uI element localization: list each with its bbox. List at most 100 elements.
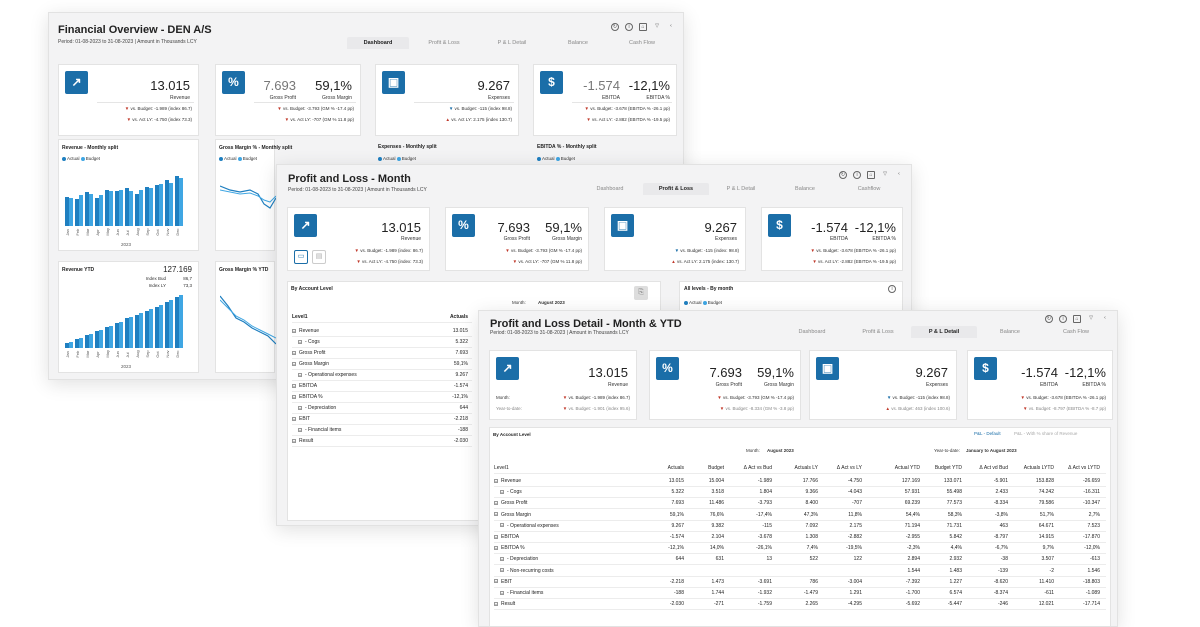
export-icon[interactable]: ⎘: [634, 286, 648, 300]
bar-actual-may[interactable]: [105, 189, 109, 226]
table-row[interactable]: + Revenue 13.015: [292, 326, 472, 337]
bar-budget-apr[interactable]: [99, 195, 103, 226]
table-row[interactable]: + - Cogs 5.322: [292, 337, 472, 348]
bar-budget-aug[interactable]: [139, 313, 143, 348]
table-row[interactable]: + Gross Profit 7.693: [292, 348, 472, 359]
table-row[interactable]: + EBITDA % -12,1% 14,0% -26,1% 7,4% -19,5% -2,3…: [494, 543, 1106, 555]
table-row[interactable]: + - Operational expenses 9.267 9.382 -115 7.0…: [494, 521, 1106, 532]
filter-icon[interactable]: ▽: [883, 171, 887, 177]
tab-profit-loss[interactable]: Profit & Loss: [862, 329, 894, 335]
expand-icon[interactable]: +: [292, 416, 296, 421]
expand-icon[interactable]: +: [494, 601, 498, 606]
bar-budget-mar[interactable]: [89, 193, 93, 226]
back-icon[interactable]: ‹: [1104, 315, 1106, 321]
reset-icon[interactable]: ↻: [1045, 315, 1053, 323]
bar-budget-sep[interactable]: [149, 188, 153, 226]
bar-budget-feb[interactable]: [79, 195, 83, 226]
bar-actual-aug[interactable]: [135, 315, 139, 348]
table-view-button[interactable]: ▤: [312, 250, 326, 264]
expand-icon[interactable]: +: [500, 557, 504, 562]
tab-balance[interactable]: Balance: [795, 186, 815, 192]
tab-cashflow[interactable]: Cashflow: [857, 186, 881, 192]
expand-icon[interactable]: +: [292, 438, 296, 443]
bar-budget-sep[interactable]: [149, 309, 153, 348]
expand-icon[interactable]: +: [298, 405, 302, 410]
table-row[interactable]: + Gross Margin 59,1%: [292, 359, 472, 370]
bar-budget-oct[interactable]: [159, 184, 163, 226]
tab-dashboard[interactable]: Dashboard: [347, 37, 409, 49]
bar-budget-may[interactable]: [109, 325, 113, 348]
bar-budget-jun[interactable]: [119, 321, 123, 348]
table-row[interactable]: + EBIT -2.218 1.473 -3.691 786 -3.004 -7.392 1.2…: [494, 577, 1106, 588]
bar-actual-jul[interactable]: [125, 188, 129, 226]
table-row[interactable]: + - Operational expenses 9.267: [292, 370, 472, 381]
tab-balance[interactable]: Balance: [1000, 329, 1020, 335]
tab-profit-loss[interactable]: Profit & Loss: [643, 183, 709, 195]
bar-actual-dec[interactable]: [175, 297, 179, 348]
bar-budget-jun[interactable]: [119, 189, 123, 226]
home-icon[interactable]: ⌂: [1073, 315, 1081, 323]
expand-icon[interactable]: +: [292, 350, 296, 355]
expand-icon[interactable]: +: [494, 478, 498, 483]
expand-icon[interactable]: +: [500, 568, 504, 573]
tab-pl-detail[interactable]: P & L Detail: [911, 326, 977, 338]
expand-icon[interactable]: +: [494, 512, 498, 517]
expand-icon[interactable]: +: [292, 383, 296, 388]
home-icon[interactable]: ⌂: [639, 23, 647, 31]
expand-icon[interactable]: +: [500, 489, 504, 494]
table-row[interactable]: + Result -2.030 -271 -1.759 2.265 -4.295 -5.692…: [494, 599, 1106, 611]
bar-budget-dec[interactable]: [179, 178, 183, 226]
table-row[interactable]: + - Depreciation 644: [292, 403, 472, 414]
bar-budget-apr[interactable]: [99, 329, 103, 348]
bar-budget-feb[interactable]: [79, 337, 83, 348]
filter-icon[interactable]: ▽: [655, 23, 659, 29]
expand-icon[interactable]: +: [500, 590, 504, 595]
bar-budget-nov[interactable]: [169, 182, 173, 226]
bar-budget-jan[interactable]: [69, 198, 73, 226]
bar-actual-sep[interactable]: [145, 311, 149, 348]
tab-dashboard[interactable]: Dashboard: [798, 329, 826, 335]
bar-actual-dec[interactable]: [175, 175, 179, 226]
expand-icon[interactable]: +: [494, 501, 498, 506]
back-icon[interactable]: ‹: [670, 23, 672, 29]
bar-actual-nov[interactable]: [165, 302, 169, 348]
bar-budget-dec[interactable]: [179, 295, 183, 348]
bar-budget-mar[interactable]: [89, 333, 93, 348]
back-icon[interactable]: ‹: [898, 171, 900, 177]
bar-actual-may[interactable]: [105, 326, 109, 348]
info-icon[interactable]: i: [888, 285, 896, 293]
bar-actual-oct[interactable]: [155, 185, 159, 226]
table-row[interactable]: + - Cogs 5.322 3.518 1.804 9.366 -4.043 57.931 5…: [494, 487, 1106, 499]
bar-actual-aug[interactable]: [135, 193, 139, 226]
tab-cash-flow[interactable]: Cash Flow: [1063, 329, 1089, 335]
table-row[interactable]: + Result -2.030: [292, 436, 472, 447]
bar-actual-oct[interactable]: [155, 307, 159, 348]
tab-dashboard[interactable]: Dashboard: [596, 186, 624, 192]
tab-balance[interactable]: Balance: [568, 40, 588, 46]
bar-actual-feb[interactable]: [75, 199, 79, 226]
table-row[interactable]: + EBIT -2.218: [292, 414, 472, 425]
bar-budget-jul[interactable]: [129, 191, 133, 226]
reset-icon[interactable]: ↻: [839, 171, 847, 179]
bar-actual-jun[interactable]: [115, 322, 119, 348]
table-row[interactable]: + - Non-recurring costs 1.544 1.483 -139 -2 1.…: [494, 566, 1106, 577]
bar-budget-aug[interactable]: [139, 189, 143, 226]
bar-actual-apr[interactable]: [95, 330, 99, 348]
expand-icon[interactable]: +: [494, 579, 498, 584]
tab-cash-flow[interactable]: Cash Flow: [629, 40, 655, 46]
info-icon[interactable]: i: [853, 171, 861, 179]
bar-actual-jul[interactable]: [125, 318, 129, 348]
expand-icon[interactable]: +: [298, 372, 302, 377]
table-row[interactable]: + Gross Profit 7.693 11.486 -3.793 8.400 -707 6…: [494, 498, 1106, 510]
bar-actual-sep[interactable]: [145, 186, 149, 226]
info-icon[interactable]: i: [625, 23, 633, 31]
table-row[interactable]: + EBITDA -1.574: [292, 381, 472, 392]
toggle-pl-share[interactable]: P&L - With % share of Revenue: [1014, 431, 1078, 436]
filter-icon[interactable]: ▽: [1089, 315, 1093, 321]
bar-actual-mar[interactable]: [85, 334, 89, 348]
bar-actual-feb[interactable]: [75, 338, 79, 348]
chart-view-button[interactable]: ▭: [294, 250, 308, 264]
bar-budget-jul[interactable]: [129, 317, 133, 348]
bar-actual-mar[interactable]: [85, 192, 89, 226]
bar-budget-may[interactable]: [109, 191, 113, 226]
